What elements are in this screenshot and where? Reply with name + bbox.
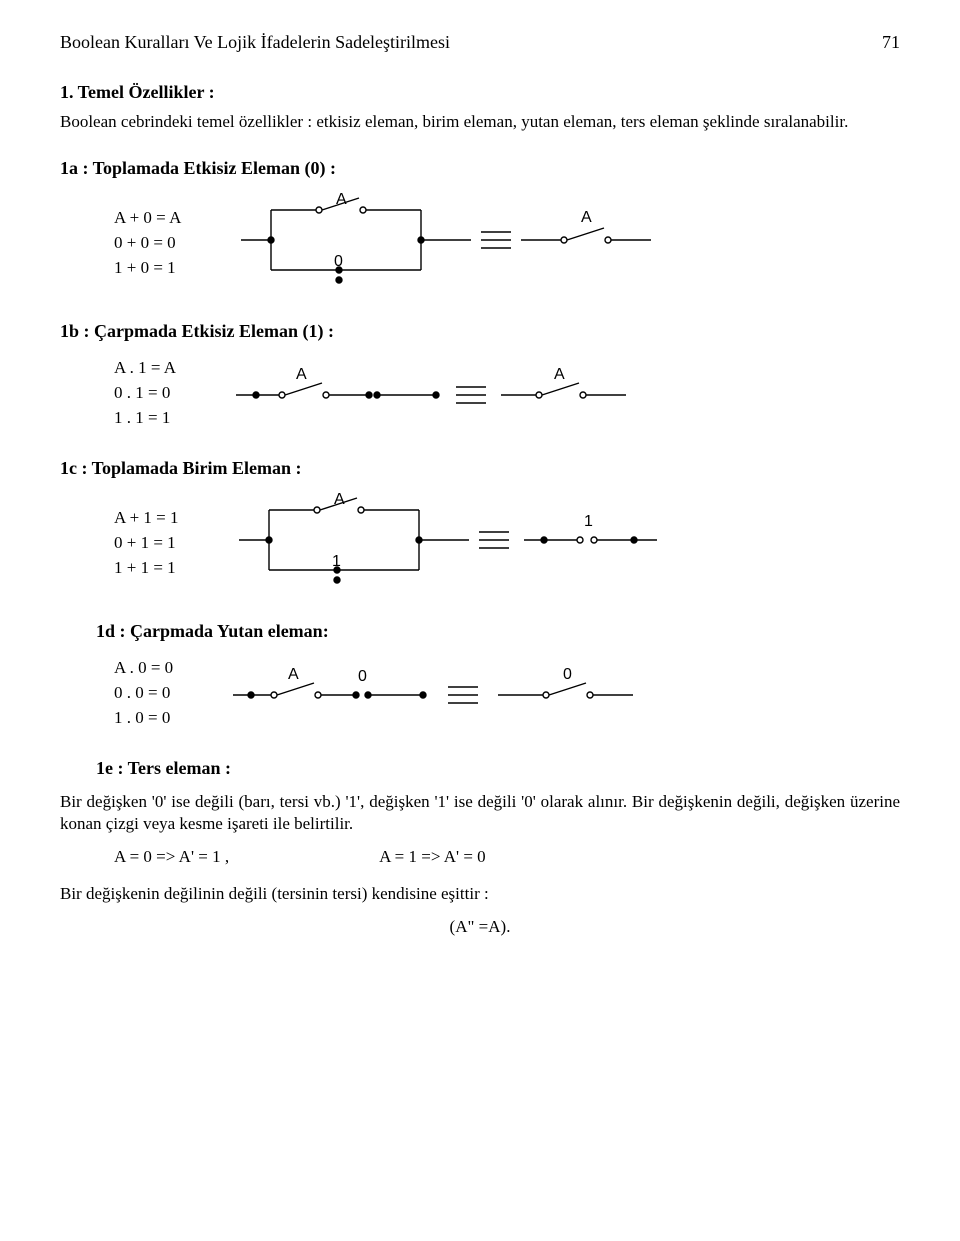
rule-1e-impl-right: A = 1 => A' = 0 <box>379 846 486 869</box>
rule-1b-eq1: A . 1 = A <box>114 357 176 380</box>
rule-1a-row: A + 0 = A 0 + 0 = 0 1 + 0 = 1 <box>60 190 900 297</box>
rule-1b-diagram: A A <box>236 365 656 422</box>
diagram-1d-left-label: A <box>288 666 299 683</box>
rule-1b-eq3: 1 . 1 = 1 <box>114 407 176 430</box>
diagram-1c-bottom-label: 1 <box>332 553 341 570</box>
rule-1e-heading: 1e : Ters eleman : <box>96 756 900 780</box>
diagram-1c-top-label: A <box>334 491 345 508</box>
rule-1d-row: A . 0 = 0 0 . 0 = 0 1 . 0 = 0 <box>60 653 900 734</box>
diagram-1b-right-label: A <box>554 366 565 383</box>
rule-1a-diagram: A 0 A <box>241 190 671 297</box>
diagram-1a-bottom-label: 0 <box>334 253 343 270</box>
rule-1a-eq2: 0 + 0 = 0 <box>114 232 181 255</box>
rule-1c-eq2: 0 + 1 = 1 <box>114 532 179 555</box>
intro-heading: 1. Temel Özellikler : <box>60 80 900 104</box>
rule-1d-diagram: A 0 0 <box>233 665 663 722</box>
rule-1a-heading: 1a : Toplamada Etkisiz Eleman (0) : <box>60 156 900 180</box>
diagram-1b-left-label: A <box>296 366 307 383</box>
page-header-title: Boolean Kuralları Ve Lojik İfadelerin Sa… <box>60 30 450 54</box>
rule-1c-eq3: 1 + 1 = 1 <box>114 557 179 580</box>
intro-paragraph: Boolean cebrindeki temel özellikler : et… <box>60 111 900 134</box>
page-header: Boolean Kuralları Ve Lojik İfadelerin Sa… <box>60 30 900 54</box>
rule-1d-equations: A . 0 = 0 0 . 0 = 0 1 . 0 = 0 <box>114 655 173 732</box>
rule-1b-heading: 1b : Çarpmada Etkisiz Eleman (1) : <box>60 319 900 343</box>
rule-1e-p2: Bir değişkenin değilinin değili (tersini… <box>60 883 900 906</box>
rule-1e-implications: A = 0 => A' = 1 , A = 1 => A' = 0 <box>114 846 900 869</box>
diagram-1d-mid-label: 0 <box>358 668 367 685</box>
rule-1b-equations: A . 1 = A 0 . 1 = 0 1 . 1 = 1 <box>114 355 176 432</box>
diagram-1c-right-label: 1 <box>584 513 593 530</box>
page-number: 71 <box>882 30 900 54</box>
rule-1a-eq1: A + 0 = A <box>114 207 181 230</box>
diagram-1d-right-label: 0 <box>563 666 572 683</box>
rule-1c-equations: A + 1 = 1 0 + 1 = 1 1 + 1 = 1 <box>114 505 179 582</box>
rule-1e-impl-left: A = 0 => A' = 1 , <box>114 846 229 869</box>
rule-1c-diagram: A 1 1 <box>239 490 669 597</box>
rule-1e-final: (A" =A). <box>60 916 900 939</box>
rule-1d-eq3: 1 . 0 = 0 <box>114 707 173 730</box>
rule-1b-row: A . 1 = A 0 . 1 = 0 1 . 1 = 1 <box>60 353 900 434</box>
diagram-1a-top-label: A <box>336 191 347 208</box>
diagram-1a-right-label: A <box>581 209 592 226</box>
rule-1a-eq3: 1 + 0 = 1 <box>114 257 181 280</box>
rule-1c-heading: 1c : Toplamada Birim Eleman : <box>60 456 900 480</box>
rule-1c-eq1: A + 1 = 1 <box>114 507 179 530</box>
rule-1d-eq1: A . 0 = 0 <box>114 657 173 680</box>
rule-1d-heading: 1d : Çarpmada Yutan eleman: <box>96 619 900 643</box>
rule-1d-eq2: 0 . 0 = 0 <box>114 682 173 705</box>
rule-1e-p1: Bir değişken '0' ise değili (barı, tersi… <box>60 791 900 837</box>
rule-1a-equations: A + 0 = A 0 + 0 = 0 1 + 0 = 1 <box>114 205 181 282</box>
rule-1c-row: A + 1 = 1 0 + 1 = 1 1 + 1 = 1 <box>60 490 900 597</box>
rule-1b-eq2: 0 . 1 = 0 <box>114 382 176 405</box>
